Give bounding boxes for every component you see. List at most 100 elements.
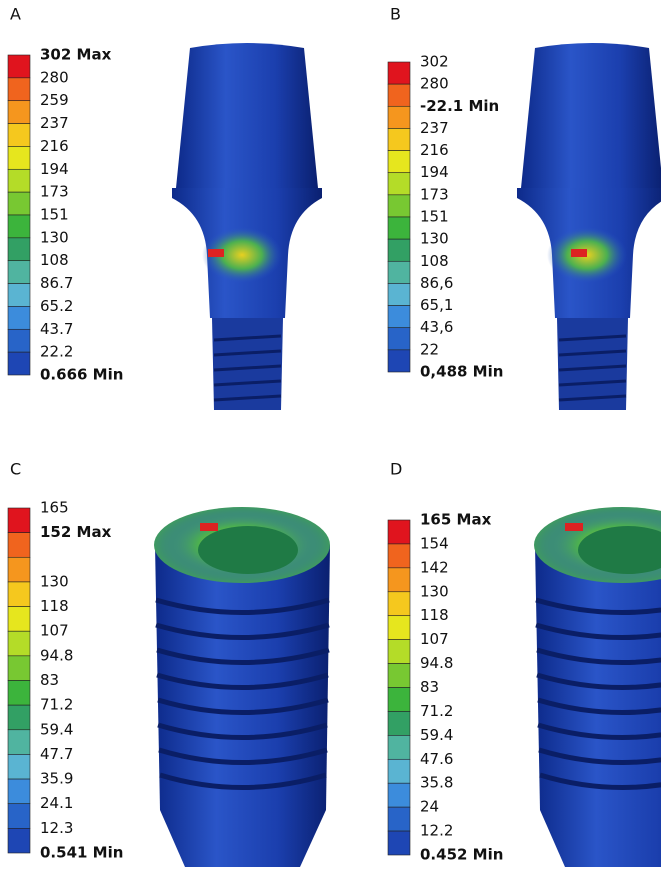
legend-label: 43,6 [420,318,453,336]
legend-label: 43.7 [40,320,73,338]
legend-label: 47.7 [40,745,73,763]
legend-label: 35.8 [420,774,453,792]
legend-label: 165 Max [420,511,492,529]
legend-label: 24 [420,798,439,816]
legend-label: 151 [420,208,449,226]
legend-swatch [8,754,30,779]
legend-swatch [8,681,30,706]
legend-swatch [8,238,30,261]
legend-label: 173 [40,183,69,201]
legend-swatch [8,329,30,352]
legend-label: 142 [420,558,449,576]
legend-label: 302 [420,53,449,71]
legend-swatch [388,84,410,106]
panel-label: A [10,5,21,24]
legend-swatch [8,607,30,632]
legend-label: 71.2 [420,702,453,720]
figure: A302 Max28025923721619417315113010886.76… [0,0,661,867]
legend-swatch [388,807,410,831]
legend-label: 83 [40,671,59,689]
legend-label: 94.8 [40,646,73,664]
legend-swatch [388,106,410,128]
legend-label: 194 [420,163,449,181]
legend-label: 237 [420,119,449,137]
legend-swatch [388,711,410,735]
legend-label: 107 [420,630,449,648]
legend-swatch [8,779,30,804]
legend-swatch [8,146,30,169]
legend-label: 0.541 Min [40,844,123,862]
legend-label: 108 [420,252,449,270]
legend-swatch [8,124,30,147]
legend-label: 86.7 [40,274,73,292]
legend-label: 216 [420,141,449,159]
legend-label: 71.2 [40,696,73,714]
legend-swatch [8,656,30,681]
legend-label: 280 [40,68,69,86]
legend-swatch [8,192,30,215]
legend-swatch [8,78,30,101]
implant-image [154,507,330,867]
legend-label: 22 [420,340,439,358]
legend-swatch [388,328,410,350]
abutment-image [517,43,661,410]
legend-swatch [8,261,30,284]
legend-label: 216 [40,137,69,155]
legend-swatch [388,151,410,173]
legend-swatch [388,128,410,150]
legend-swatch [388,173,410,195]
legend-swatch [388,520,410,544]
panel-label: C [10,460,21,479]
legend-swatch [388,283,410,305]
legend-label: 237 [40,114,69,132]
legend-label: 59.4 [40,720,73,738]
legend-label: 107 [40,622,69,640]
legend-swatch [8,284,30,307]
legend-label: 118 [420,606,449,624]
legend-label: 12.3 [40,819,73,837]
legend-swatch [388,688,410,712]
legend-swatch [8,582,30,607]
legend-label: 154 [420,534,449,552]
legend-label: 130 [420,582,449,600]
legend-label: 152 Max [40,523,112,541]
panel-label: D [390,460,402,479]
legend-label: 165 [40,499,69,517]
legend-swatch [388,217,410,239]
legend-swatch [8,730,30,755]
legend-swatch [8,828,30,853]
legend-label: 0,488 Min [420,363,503,381]
legend-swatch [388,664,410,688]
legend-swatch [388,616,410,640]
legend-label: 280 [420,75,449,93]
legend-swatch [388,783,410,807]
legend-swatch [8,101,30,124]
panel-label: B [390,5,401,24]
legend-label: 173 [420,185,449,203]
legend-label: 108 [40,251,69,269]
legend-label: 130 [40,228,69,246]
legend-swatch [388,735,410,759]
legend-swatch [388,306,410,328]
legend-swatch [388,568,410,592]
legend-label: 0.452 Min [420,846,503,864]
legend-swatch [8,631,30,656]
legend-swatch [8,55,30,78]
legend-swatch [388,592,410,616]
legend-swatch [8,705,30,730]
legend-label: 65,1 [420,296,453,314]
legend-swatch [8,352,30,375]
legend-swatch [8,533,30,558]
legend-swatch [388,261,410,283]
legend-label: 194 [40,160,69,178]
implant-image [534,507,661,867]
abutment-image [172,43,322,410]
legend-label: 22.2 [40,343,73,361]
legend-swatch [8,306,30,329]
legend-swatch [388,831,410,855]
legend-label: 0.666 Min [40,366,123,384]
legend-label: 83 [420,678,439,696]
legend-label: 151 [40,206,69,224]
legend-swatch [8,804,30,829]
legend-label: 24.1 [40,794,73,812]
